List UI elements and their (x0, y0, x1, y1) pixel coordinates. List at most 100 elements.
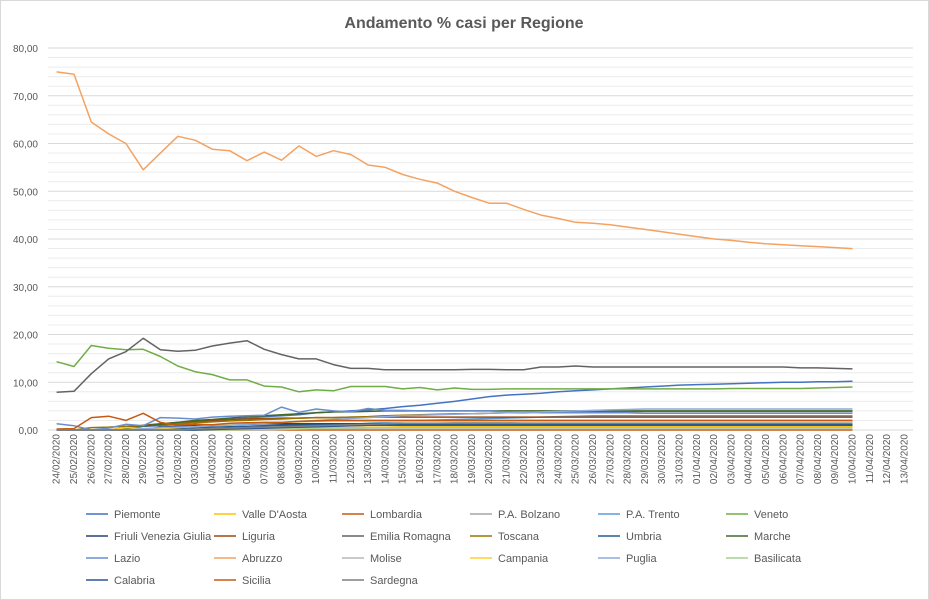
legend-item-lombardia: Lombardia (342, 509, 423, 521)
y-tick-label: 40,00 (13, 235, 38, 246)
y-tick-label: 70,00 (13, 92, 38, 103)
x-tick-label: 01/04/2020 (692, 434, 703, 484)
legend-item-abruzzo: Abruzzo (214, 553, 282, 565)
x-tick-label: 22/03/2020 (519, 434, 530, 484)
x-tick-label: 20/03/2020 (484, 434, 495, 484)
series-line-umbria (56, 423, 853, 431)
series-line-sicilia (56, 412, 853, 430)
legend-item-piemonte: Piemonte (86, 509, 160, 521)
legend-label: Molise (370, 553, 402, 565)
legend-label: Sicilia (242, 575, 272, 587)
x-tick-label: 02/03/2020 (173, 434, 184, 484)
legend-label: P.A. Trento (626, 509, 680, 521)
x-tick-label: 05/03/2020 (225, 434, 236, 484)
series-line-puglia (56, 408, 853, 431)
x-tick-label: 25/02/2020 (69, 434, 80, 484)
grid-layer (48, 47, 913, 431)
x-tick-label: 28/03/2020 (623, 434, 634, 484)
x-tick-label: 23/03/2020 (536, 434, 547, 484)
x-tick-label: 24/03/2020 (553, 434, 564, 484)
legend-label: Valle D'Aosta (242, 509, 308, 521)
x-tick-label: 29/03/2020 (640, 434, 651, 484)
legend: Piemonte Valle D'Aosta Lombardia P.A. Bolza… (86, 509, 802, 587)
x-tick-label: 27/02/2020 (104, 434, 115, 484)
legend-label: Toscana (498, 531, 540, 543)
x-tick-label: 03/04/2020 (726, 434, 737, 484)
series-layer (56, 71, 853, 431)
y-tick-label: 10,00 (13, 378, 38, 389)
x-axis-ticks: 24/02/2020 25/02/2020 26/02/2020 27/02/2020… (52, 434, 911, 484)
legend-item-calabria: Calabria (86, 575, 156, 587)
x-tick-label: 26/03/2020 (588, 434, 599, 484)
legend-item-liguria: Liguria (214, 531, 276, 543)
y-axis-ticks: 0,00 10,00 20,00 30,00 40,00 50,00 60,00 70,00 8… (13, 44, 38, 437)
legend-label: Abruzzo (242, 553, 282, 565)
legend-label: P.A. Bolzano (498, 509, 560, 521)
y-tick-label: 50,00 (13, 187, 38, 198)
legend-label: Lombardia (370, 509, 423, 521)
x-tick-label: 19/03/2020 (467, 434, 478, 484)
legend-item-lazio: Lazio (86, 553, 140, 565)
legend-label: Campania (498, 553, 549, 565)
x-tick-label: 09/03/2020 (294, 434, 305, 484)
legend-item-p-a-trento: P.A. Trento (598, 509, 680, 521)
x-tick-label: 06/03/2020 (242, 434, 253, 484)
x-tick-label: 16/03/2020 (415, 434, 426, 484)
legend-item-p-a-bolzano: P.A. Bolzano (470, 509, 560, 521)
legend-item-puglia: Puglia (598, 553, 657, 565)
x-tick-label: 25/03/2020 (571, 434, 582, 484)
x-tick-label: 26/02/2020 (86, 434, 97, 484)
x-tick-label: 10/03/2020 (311, 434, 322, 484)
legend-item-marche: Marche (726, 531, 791, 543)
x-tick-label: 07/03/2020 (259, 434, 270, 484)
series-line-lazio (56, 406, 853, 431)
x-tick-label: 06/04/2020 (778, 434, 789, 484)
legend-item-sardegna: Sardegna (342, 575, 419, 587)
x-tick-label: 27/03/2020 (605, 434, 616, 484)
x-tick-label: 18/03/2020 (450, 434, 461, 484)
legend-label: Veneto (754, 509, 788, 521)
legend-item-sicilia: Sicilia (214, 575, 272, 587)
x-tick-label: 01/03/2020 (155, 434, 166, 484)
x-tick-label: 14/03/2020 (380, 434, 391, 484)
legend-label: Basilicata (754, 553, 802, 565)
legend-item-umbria: Umbria (598, 531, 662, 543)
legend-label: Sardegna (370, 575, 419, 587)
legend-item-toscana: Toscana (470, 531, 540, 543)
x-tick-label: 31/03/2020 (674, 434, 685, 484)
x-tick-label: 03/03/2020 (190, 434, 201, 484)
legend-label: Umbria (626, 531, 662, 543)
y-tick-label: 0,00 (19, 426, 39, 437)
legend-item-basilicata: Basilicata (726, 553, 802, 565)
x-tick-label: 11/03/2020 (328, 434, 339, 484)
y-tick-label: 60,00 (13, 140, 38, 151)
series-line-sardegna (56, 422, 853, 431)
x-tick-label: 05/04/2020 (761, 434, 772, 484)
legend-label: Liguria (242, 531, 276, 543)
legend-item-friuli-venezia-giulia: Friuli Venezia Giulia (86, 531, 212, 543)
x-tick-label: 12/03/2020 (346, 434, 357, 484)
x-tick-label: 11/04/2020 (865, 434, 876, 484)
x-tick-label: 08/04/2020 (813, 434, 824, 484)
series-line-abruzzo (56, 71, 853, 250)
x-tick-label: 15/03/2020 (398, 434, 409, 484)
chart-title: Andamento % casi per Regione (344, 15, 583, 32)
x-tick-label: 17/03/2020 (432, 434, 443, 484)
x-tick-label: 21/03/2020 (501, 434, 512, 484)
x-tick-label: 08/03/2020 (277, 434, 288, 484)
series-line-emilia-romagna (56, 337, 853, 394)
x-tick-label: 10/04/2020 (847, 434, 858, 484)
x-tick-label: 12/04/2020 (882, 434, 893, 484)
y-tick-label: 30,00 (13, 283, 38, 294)
legend-label: Marche (754, 531, 791, 543)
y-tick-label: 80,00 (13, 44, 38, 55)
legend-item-veneto: Veneto (726, 509, 788, 521)
legend-item-molise: Molise (342, 553, 402, 565)
x-tick-label: 09/04/2020 (830, 434, 841, 484)
series-line-veneto (56, 344, 853, 393)
x-tick-label: 13/04/2020 (899, 434, 910, 484)
y-tick-label: 20,00 (13, 331, 38, 342)
x-tick-label: 04/03/2020 (207, 434, 218, 484)
